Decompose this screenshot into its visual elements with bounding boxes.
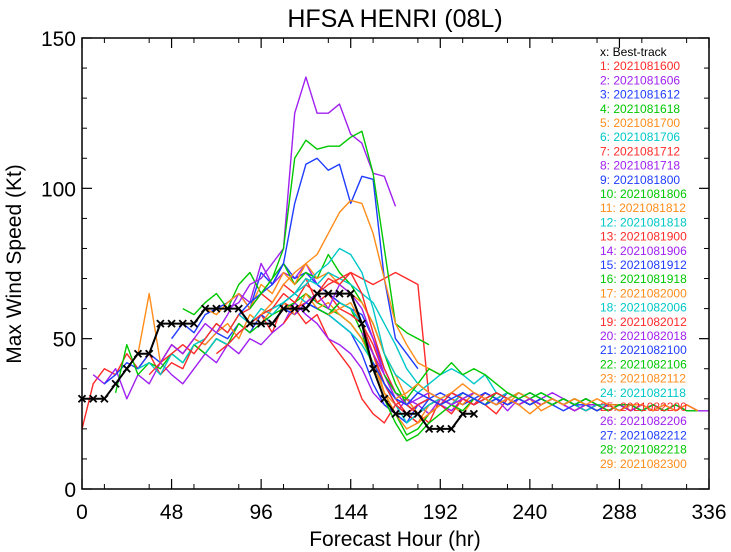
y-axis-label: Max Wind Speed (Kt) xyxy=(3,164,26,364)
legend-entry-28: 28: 2021082218 xyxy=(600,443,687,457)
best-track-marker xyxy=(402,409,411,418)
chart-title: HFSA HENRI (08L) xyxy=(287,5,502,33)
x-tick-label: 0 xyxy=(76,501,88,524)
legend-entry-1: 1: 2021081600 xyxy=(600,59,680,73)
best-track-marker xyxy=(89,394,98,403)
best-track-marker xyxy=(178,319,187,328)
legend-entry-4: 4: 2021081618 xyxy=(600,102,680,116)
legend-entry-25: 25: 2021082200 xyxy=(600,400,687,414)
best-track-marker xyxy=(335,289,344,298)
legend-entry-11: 11: 2021081812 xyxy=(600,201,686,215)
legend-entry-3: 3: 2021081612 xyxy=(600,88,680,102)
legend-entry-26: 26: 2021082206 xyxy=(600,414,687,428)
best-track-marker xyxy=(324,289,333,298)
legend-entry-14: 14: 2021081906 xyxy=(600,244,687,258)
x-axis: 0 48 96 144 192 240 288 336 xyxy=(76,38,727,524)
series-line-29 xyxy=(395,383,699,415)
legend-entry-19: 19: 2021082012 xyxy=(600,315,687,329)
series-line-14 xyxy=(227,76,397,310)
y-tick-label: 100 xyxy=(41,178,76,201)
legend-entry-23: 23: 2021082112 xyxy=(600,372,686,386)
legend-entry-2: 2: 2021081606 xyxy=(600,73,680,87)
legend-entry-21: 21: 2021082100 xyxy=(600,343,687,357)
legend-entry-22: 22: 2021082106 xyxy=(600,357,687,371)
best-track-marker xyxy=(268,319,277,328)
best-track-marker xyxy=(301,304,311,313)
best-track-marker xyxy=(245,319,255,328)
legend-entry-29: 29: 2021082300 xyxy=(600,457,687,471)
legend-entry-24: 24: 2021082118 xyxy=(600,386,686,400)
x-tick-label: 192 xyxy=(423,501,458,524)
best-track-marker xyxy=(234,304,243,313)
best-track-marker xyxy=(380,394,389,403)
best-track-marker xyxy=(424,424,434,434)
x-tick-label: 336 xyxy=(691,501,726,524)
x-tick-label: 240 xyxy=(512,501,547,524)
y-tick-label: 0 xyxy=(64,479,76,502)
best-track-marker xyxy=(133,349,143,358)
best-track-marker xyxy=(357,319,367,328)
y-tick-label: 50 xyxy=(53,329,76,352)
best-track-marker xyxy=(223,304,232,313)
best-track-marker xyxy=(111,379,120,388)
y-axis: 0 50 100 150 xyxy=(41,28,709,502)
best-track-marker xyxy=(312,289,322,298)
legend-best-track: x: Best-track xyxy=(600,45,668,59)
best-track-marker xyxy=(290,304,299,313)
best-track-marker xyxy=(212,304,221,313)
legend-entry-18: 18: 2021082006 xyxy=(600,301,687,315)
x-tick-label: 144 xyxy=(333,501,368,524)
legend-entry-7: 7: 2021081712 xyxy=(600,144,680,158)
series-line-16 xyxy=(249,130,430,346)
x-tick-label: 288 xyxy=(602,501,637,524)
legend-entry-9: 9: 2021081800 xyxy=(600,173,680,187)
best-track-marker xyxy=(122,364,131,373)
best-track-marker xyxy=(189,319,199,328)
legend-entry-15: 15: 2021081912 xyxy=(600,258,687,272)
plot-frame xyxy=(81,37,710,490)
best-track-marker xyxy=(100,394,109,403)
series-line-17 xyxy=(260,199,441,376)
legend-entry-13: 13: 2021081900 xyxy=(600,230,687,244)
legend-entry-17: 17: 2021082000 xyxy=(600,286,687,300)
series-line-28 xyxy=(383,362,698,412)
legend-entry-5: 5: 2021081700 xyxy=(600,116,680,130)
legend-entry-10: 10: 2021081806 xyxy=(600,187,687,201)
best-track-marker xyxy=(469,409,479,418)
best-track-marker xyxy=(346,289,355,298)
best-track-marker xyxy=(279,304,288,313)
y-tick-label: 150 xyxy=(41,28,76,51)
best-track-marker xyxy=(436,424,445,434)
legend-entry-6: 6: 2021081706 xyxy=(600,130,680,144)
best-track-marker xyxy=(413,409,423,418)
legend-entry-8: 8: 2021081718 xyxy=(600,159,680,173)
legend-entry-20: 20: 2021082018 xyxy=(600,329,687,343)
best-track xyxy=(77,289,479,434)
legend-entry-27: 27: 2021082212 xyxy=(600,428,687,442)
best-track-marker xyxy=(145,349,154,358)
best-track-marker xyxy=(201,304,210,313)
best-track-marker xyxy=(458,409,467,418)
best-track-line xyxy=(82,292,474,430)
x-tick-label: 96 xyxy=(249,501,272,524)
best-track-marker xyxy=(156,319,165,328)
x-axis-label: Forecast Hour (hr) xyxy=(309,528,481,551)
legend-entry-12: 12: 2021081818 xyxy=(600,215,687,229)
best-track-marker xyxy=(257,319,266,328)
series-line-15 xyxy=(238,157,419,370)
best-track-marker xyxy=(167,319,176,328)
legend-entry-16: 16: 2021081918 xyxy=(600,272,687,286)
best-track-marker xyxy=(368,364,378,373)
best-track-marker xyxy=(447,424,456,434)
best-track-marker xyxy=(391,409,400,418)
x-tick-label: 48 xyxy=(160,501,183,524)
